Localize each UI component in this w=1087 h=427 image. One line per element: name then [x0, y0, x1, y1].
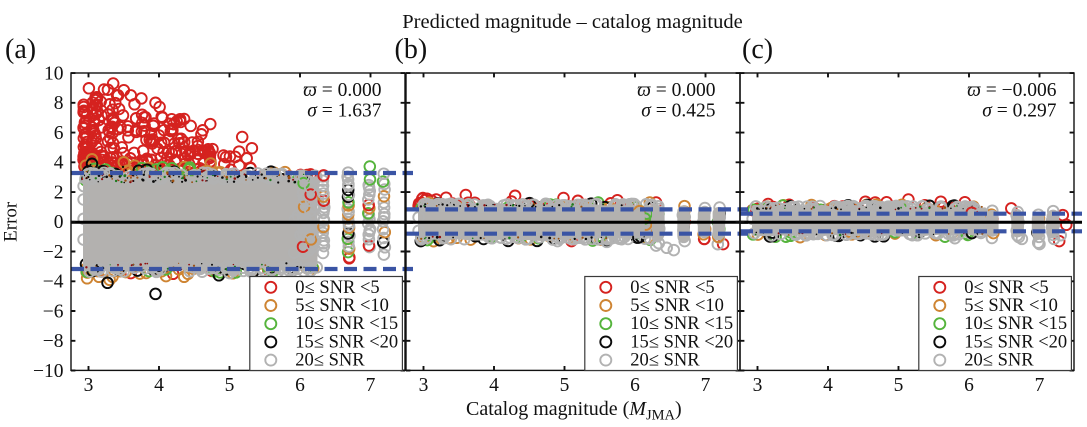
svg-text:−6: −6: [43, 301, 64, 322]
svg-text:15≤ SNR <20: 15≤ SNR <20: [964, 332, 1067, 352]
svg-text:3: 3: [419, 375, 429, 396]
svg-text:−8: −8: [43, 331, 64, 352]
svg-text:5≤ SNR <10: 5≤ SNR <10: [964, 296, 1058, 316]
svg-text:Catalog magnitude (MJMA): Catalog magnitude (MJMA): [466, 398, 682, 424]
svg-text:(b): (b): [395, 34, 428, 65]
svg-text:10≤ SNR <15: 10≤ SNR <15: [295, 314, 398, 334]
svg-text:0≤ SNR <5: 0≤ SNR <5: [630, 278, 714, 298]
svg-text:−2: −2: [43, 242, 64, 263]
svg-text:10≤ SNR <15: 10≤ SNR <15: [630, 314, 733, 334]
svg-text:ϖ = −0.006: ϖ = −0.006: [967, 80, 1057, 101]
svg-text:σ = 0.297: σ = 0.297: [982, 100, 1056, 121]
svg-text:20≤ SNR: 20≤ SNR: [964, 351, 1034, 371]
svg-text:(a): (a): [5, 34, 36, 65]
svg-text:2: 2: [54, 183, 64, 204]
svg-text:0≤ SNR <5: 0≤ SNR <5: [964, 278, 1048, 298]
svg-text:4: 4: [54, 153, 64, 174]
svg-text:7: 7: [366, 375, 376, 396]
svg-text:6: 6: [964, 375, 974, 396]
svg-text:3: 3: [753, 375, 763, 396]
svg-text:−4: −4: [43, 272, 64, 293]
svg-text:ϖ = 0.000: ϖ = 0.000: [303, 80, 381, 101]
svg-text:10≤ SNR <15: 10≤ SNR <15: [964, 314, 1067, 334]
svg-text:4: 4: [489, 375, 499, 396]
svg-text:−10: −10: [33, 361, 64, 382]
svg-text:6: 6: [54, 123, 64, 144]
svg-text:10: 10: [44, 64, 64, 85]
svg-text:0≤ SNR <5: 0≤ SNR <5: [295, 278, 379, 298]
svg-text:4: 4: [823, 375, 833, 396]
svg-text:Predicted magnitude – catalog: Predicted magnitude – catalog magnitude: [402, 11, 742, 33]
svg-text:5≤ SNR <10: 5≤ SNR <10: [295, 296, 389, 316]
svg-text:0: 0: [54, 212, 64, 233]
svg-text:5: 5: [894, 375, 904, 396]
svg-text:7: 7: [701, 375, 711, 396]
svg-text:6: 6: [295, 375, 305, 396]
svg-text:5: 5: [560, 375, 570, 396]
svg-text:σ = 0.425: σ = 0.425: [641, 100, 715, 121]
svg-text:8: 8: [54, 93, 64, 114]
svg-text:15≤ SNR <20: 15≤ SNR <20: [295, 332, 398, 352]
svg-text:20≤ SNR: 20≤ SNR: [295, 351, 365, 371]
svg-text:15≤ SNR <20: 15≤ SNR <20: [630, 332, 733, 352]
svg-text:3: 3: [84, 375, 94, 396]
svg-text:20≤ SNR: 20≤ SNR: [630, 351, 700, 371]
svg-text:7: 7: [1035, 375, 1045, 396]
svg-text:5≤ SNR <10: 5≤ SNR <10: [630, 296, 724, 316]
svg-text:Error: Error: [1, 201, 22, 242]
svg-text:6: 6: [630, 375, 640, 396]
svg-text:(c): (c): [742, 34, 773, 65]
svg-text:σ = 1.637: σ = 1.637: [307, 100, 381, 121]
svg-text:4: 4: [154, 375, 164, 396]
svg-text:ϖ = 0.000: ϖ = 0.000: [637, 80, 715, 101]
svg-text:5: 5: [225, 375, 235, 396]
